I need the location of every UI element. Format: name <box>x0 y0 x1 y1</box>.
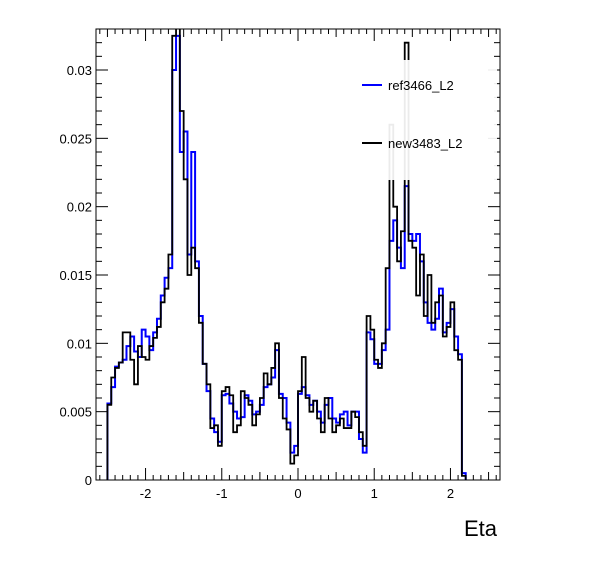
legend-box <box>357 60 497 180</box>
x-tick-label: -2 <box>140 486 152 501</box>
y-tick-label: 0.005 <box>59 405 92 420</box>
x-axis-title: Eta <box>464 516 498 541</box>
y-tick-label: 0.025 <box>59 131 92 146</box>
legend-label-new: new3483_L2 <box>388 136 462 151</box>
axis-layer: -2 -1 0 1 2 0 0.005 0.01 0.015 0.02 0.025 0.03 <box>59 28 500 501</box>
y-tick-label: 0.015 <box>59 268 92 283</box>
y-tick-label: 0.02 <box>67 200 92 215</box>
y-tick-label: 0.03 <box>67 63 92 78</box>
legend-label-ref: ref3466_L2 <box>388 78 454 93</box>
y-tick-label: 0 <box>85 473 92 488</box>
series-layer <box>106 29 467 480</box>
y-tick-label: 0.01 <box>67 336 92 351</box>
x-tick-label: 0 <box>294 486 301 501</box>
legend: ref3466_L2 new3483_L2 <box>357 60 497 180</box>
x-tick-label: 2 <box>447 486 454 501</box>
x-tick-label: 1 <box>371 486 378 501</box>
series-line-new <box>106 29 467 480</box>
x-tick-label: -1 <box>216 486 228 501</box>
